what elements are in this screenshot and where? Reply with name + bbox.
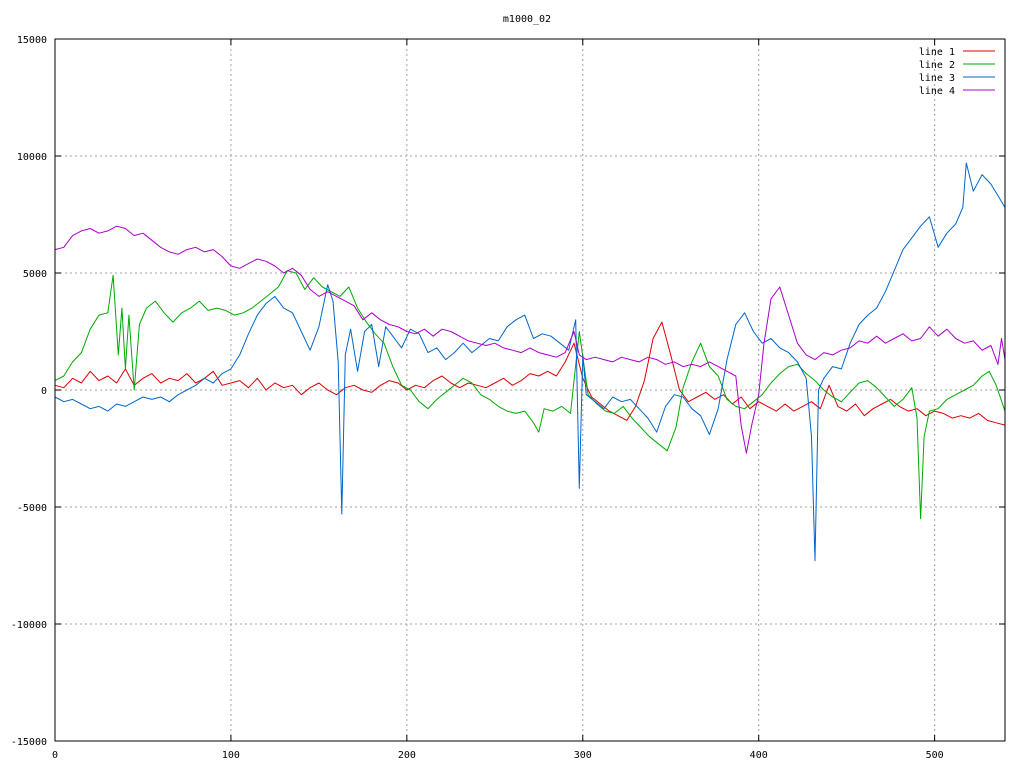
x-tick-label: 0 xyxy=(52,750,58,761)
chart-title: m1000_02 xyxy=(503,14,551,25)
x-tick-label: 200 xyxy=(398,750,416,761)
y-tick-label: -5000 xyxy=(17,503,47,514)
legend-label: line 1 xyxy=(919,47,955,58)
series-line-4 xyxy=(54,225,1006,454)
axis-ticks: 0 100 200 300 400 500 -15000 -10000 -5000 0 5000 10… xyxy=(11,35,1005,761)
x-tick-label: 100 xyxy=(222,750,240,761)
legend-label: line 2 xyxy=(919,60,955,71)
legend-label: line 3 xyxy=(919,73,955,84)
legend: line 1 line 2 line 3 line 4 xyxy=(919,47,995,97)
x-tick-label: 300 xyxy=(574,750,592,761)
y-tick-label: 10000 xyxy=(17,152,47,163)
grid xyxy=(55,39,1005,741)
y-tick-label: 5000 xyxy=(23,269,47,280)
series-group xyxy=(54,162,1006,562)
x-tick-label: 500 xyxy=(926,750,944,761)
y-tick-label: 15000 xyxy=(17,35,47,46)
series-line-3 xyxy=(54,162,1006,562)
y-tick-label: 0 xyxy=(41,386,47,397)
series-line-1 xyxy=(54,321,1006,426)
y-tick-label: -10000 xyxy=(11,620,47,631)
series-line-2 xyxy=(54,270,1006,520)
x-tick-label: 400 xyxy=(750,750,768,761)
y-tick-label: -15000 xyxy=(11,737,47,748)
legend-label: line 4 xyxy=(919,86,955,97)
